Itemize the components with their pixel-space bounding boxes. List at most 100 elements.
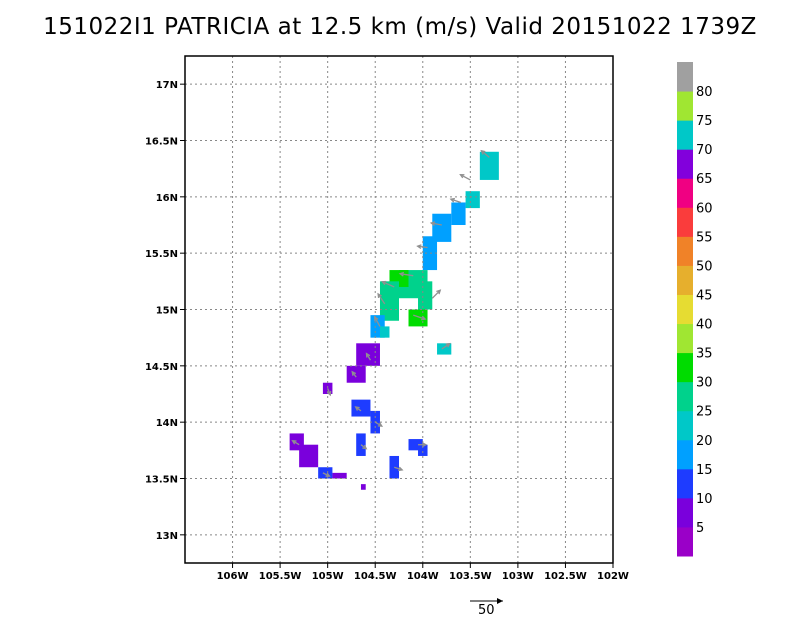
wind-vector-shaft <box>450 198 462 204</box>
colorbar: 5 10 15 20 25 30 35 40 45 50 55 60 65 70 75 80 <box>677 62 713 557</box>
colorbar-label: 10 <box>696 492 713 507</box>
colorbar-segment <box>677 149 693 179</box>
wind-vector-shaft <box>374 316 381 327</box>
wind-speed-cell <box>318 467 333 479</box>
y-tick-label: 15N <box>156 306 178 317</box>
wind-speed-cell <box>418 444 428 456</box>
wind-vector-head <box>480 149 486 155</box>
wind-vector-head <box>421 315 427 321</box>
latitude-axis: 13N 13.5N 14N 14.5N 15N 15.5N 16N 16.5N 17N <box>145 80 185 542</box>
colorbar-label: 80 <box>696 85 713 100</box>
wind-speed-cell <box>356 433 366 456</box>
wind-vector <box>365 352 372 361</box>
colorbar-label: 65 <box>696 172 713 187</box>
wind-speed-cell <box>465 191 480 209</box>
colorbar-segment <box>677 323 693 354</box>
colorbar-label: 55 <box>696 230 713 245</box>
wind-speed-cell <box>422 236 438 271</box>
wind-speed-cell <box>451 202 466 225</box>
wind-vector-head <box>326 390 332 397</box>
y-tick-label: 13N <box>156 531 178 542</box>
wind-vector <box>360 444 368 450</box>
wind-vector-shaft <box>413 314 426 320</box>
colorbar-label: 5 <box>696 521 704 536</box>
colorbar-label: 20 <box>696 434 713 449</box>
colorbar-segment <box>677 468 693 499</box>
wind-vector <box>429 221 442 226</box>
wind-speed-cell <box>346 365 366 383</box>
wind-vector-head <box>449 197 455 203</box>
wind-vector-head <box>362 444 368 450</box>
wind-speed-cell <box>299 444 319 468</box>
colorbar-label: 15 <box>696 463 713 478</box>
wind-speed-cell <box>479 151 499 180</box>
reference-vector-label: 50 <box>478 603 495 618</box>
colorbar-label: 25 <box>696 405 713 420</box>
wind-vector <box>377 292 386 305</box>
wind-vector <box>374 421 384 427</box>
wind-vector <box>394 466 404 472</box>
x-tick-label: 104.5W <box>354 571 397 582</box>
wind-vector-head <box>325 472 331 477</box>
wind-vector-head <box>377 292 382 299</box>
wind-vector <box>351 370 357 378</box>
wind-vector <box>431 289 442 299</box>
colorbar-label: 45 <box>696 288 713 303</box>
reference-vector: 50 <box>470 598 503 618</box>
colorbar-segment <box>677 294 693 325</box>
wind-vector <box>480 149 490 158</box>
wind-vector <box>416 244 428 250</box>
wind-vector-head <box>365 352 371 358</box>
wind-vectors <box>291 149 490 477</box>
colorbar-label: 50 <box>696 259 713 274</box>
wind-vector <box>326 388 332 397</box>
x-tick-label: 105W <box>312 571 344 582</box>
y-tick-label: 14.5N <box>145 362 178 373</box>
wind-vector <box>398 271 414 277</box>
wind-speed-cell <box>437 343 452 355</box>
colorbar-label: 75 <box>696 114 713 129</box>
wind-vector-head <box>377 422 384 427</box>
wind-speed-cell <box>379 326 390 338</box>
colorbar-segment <box>677 236 693 266</box>
map-gridlines <box>185 56 613 563</box>
wind-vector-head <box>459 173 465 179</box>
wind-vector-head <box>354 406 360 411</box>
wind-vector <box>418 442 428 448</box>
colorbar-label: 40 <box>696 318 713 333</box>
wind-vector-head <box>436 289 442 295</box>
x-tick-label: 103.5W <box>449 571 492 582</box>
wind-vector <box>291 440 300 446</box>
wind-speed-cell <box>360 484 366 490</box>
colorbar-segment <box>677 91 693 121</box>
wind-vector <box>373 315 381 327</box>
y-tick-label: 14N <box>156 418 178 429</box>
wind-speed-cell <box>432 213 452 242</box>
colorbar-segment <box>677 410 693 441</box>
wind-vector-shaft <box>431 289 441 299</box>
x-tick-label: 106W <box>217 571 249 582</box>
colorbar-segment <box>677 178 693 208</box>
x-tick-label: 103W <box>502 571 534 582</box>
colorbar-segment <box>677 265 693 295</box>
wind-vector-shaft <box>399 273 414 277</box>
wind-vector-head <box>373 315 379 322</box>
colorbar-segment <box>677 120 693 150</box>
wind-vector <box>413 314 427 321</box>
wind-speed-cell <box>332 472 347 479</box>
colorbar-segment <box>677 381 693 412</box>
wind-vector <box>449 197 462 204</box>
colorbar-segment <box>677 207 693 237</box>
plot-title: 151022I1 PATRICIA at 12.5 km (m/s) Valid… <box>43 14 757 40</box>
wind-vector-head <box>416 244 422 250</box>
wind-vector-head <box>398 271 405 277</box>
wind-vector <box>459 173 471 181</box>
colorbar-label: 60 <box>696 201 713 216</box>
wind-vector-head <box>291 440 297 445</box>
wind-speed-cell <box>379 281 399 321</box>
y-tick-label: 13.5N <box>145 475 178 486</box>
wind-vector <box>322 472 331 477</box>
wind-vector-head <box>445 342 451 348</box>
wind-speed-cell <box>351 399 371 417</box>
